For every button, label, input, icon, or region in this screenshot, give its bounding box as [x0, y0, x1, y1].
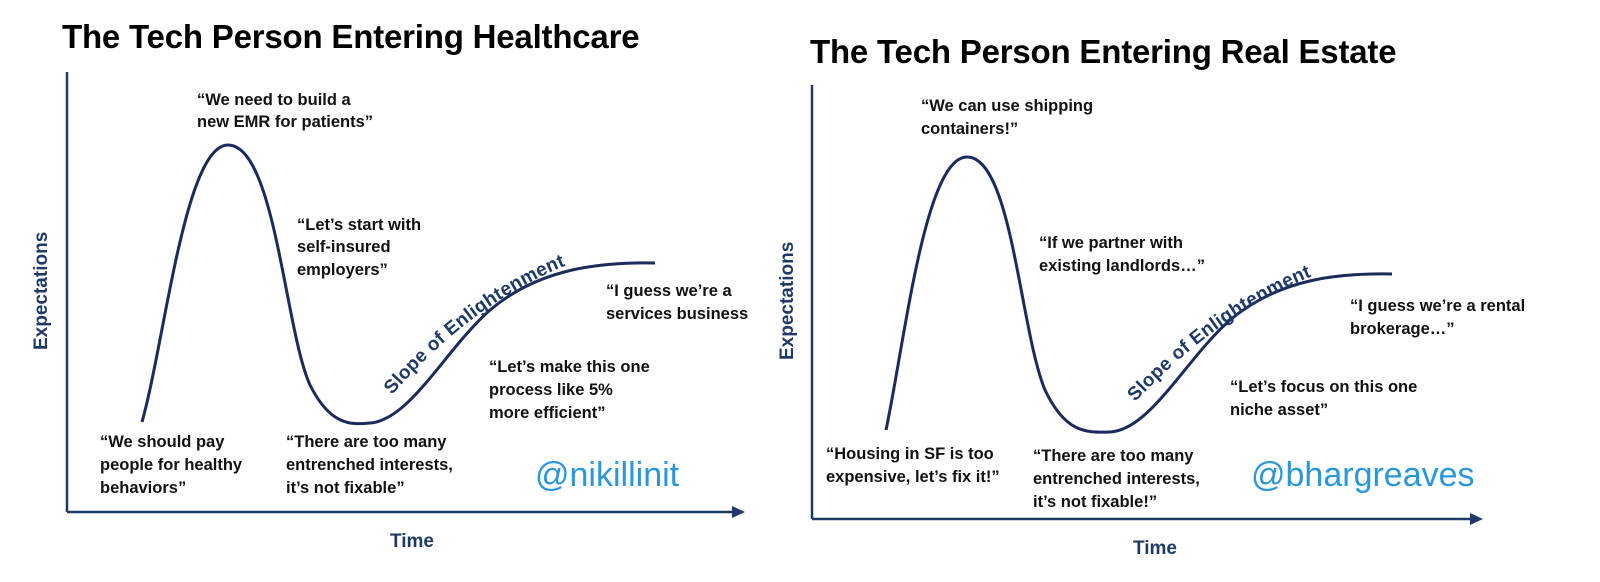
- trough-quote: “There are too many entrenched interests…: [1033, 447, 1204, 511]
- trough-quote: “There are too many entrenched interests…: [286, 433, 457, 497]
- panel-title: The Tech Person Entering Healthcare: [62, 18, 640, 55]
- decline-quote: “Let’s start with self-insured employers…: [297, 216, 426, 279]
- decline-quote: “If we partner with existing landlords…”: [1039, 234, 1205, 275]
- x-axis-arrow: [732, 506, 745, 518]
- plateau-quote: “I guess we’re a rental brokerage…”: [1350, 297, 1530, 338]
- real-estate-panel: The Tech Person Entering Real Estate Slo…: [777, 0, 1600, 582]
- y-axis-label: Expectations: [777, 242, 798, 360]
- start-quote: “Housing in SF is too expensive, let’s f…: [826, 445, 1000, 486]
- hype-cycle-diagram: Slope of Enlightenment Expectations Time…: [31, 72, 748, 552]
- author-handle: @nikillinit: [535, 456, 680, 494]
- x-axis-arrow: [1470, 513, 1483, 525]
- peak-quote: “We need to build a new EMR for patients…: [197, 91, 373, 131]
- plateau-quote: “I guess we’re a services business: [606, 282, 748, 323]
- start-quote: “We should pay people for healthy behavi…: [100, 433, 247, 497]
- x-axis-label: Time: [1133, 538, 1177, 559]
- hype-curve: [884, 155, 1393, 434]
- peak-quote: “We can use shipping containers!”: [921, 97, 1098, 138]
- slope-quote: “Let’s make this one process like 5% mor…: [489, 358, 654, 422]
- healthcare-panel: The Tech Person Entering Healthcare Slop…: [0, 0, 780, 582]
- x-axis-label: Time: [390, 531, 434, 552]
- panel-title: The Tech Person Entering Real Estate: [810, 33, 1397, 70]
- hype-curve: [140, 143, 656, 426]
- y-axis-label: Expectations: [31, 232, 52, 350]
- author-handle: @bhargreaves: [1251, 456, 1475, 494]
- slope-quote: “Let’s focus on this one niche asset”: [1230, 378, 1422, 419]
- hype-cycle-diagram: Slope of Enlightenment Expectations Time…: [777, 85, 1530, 559]
